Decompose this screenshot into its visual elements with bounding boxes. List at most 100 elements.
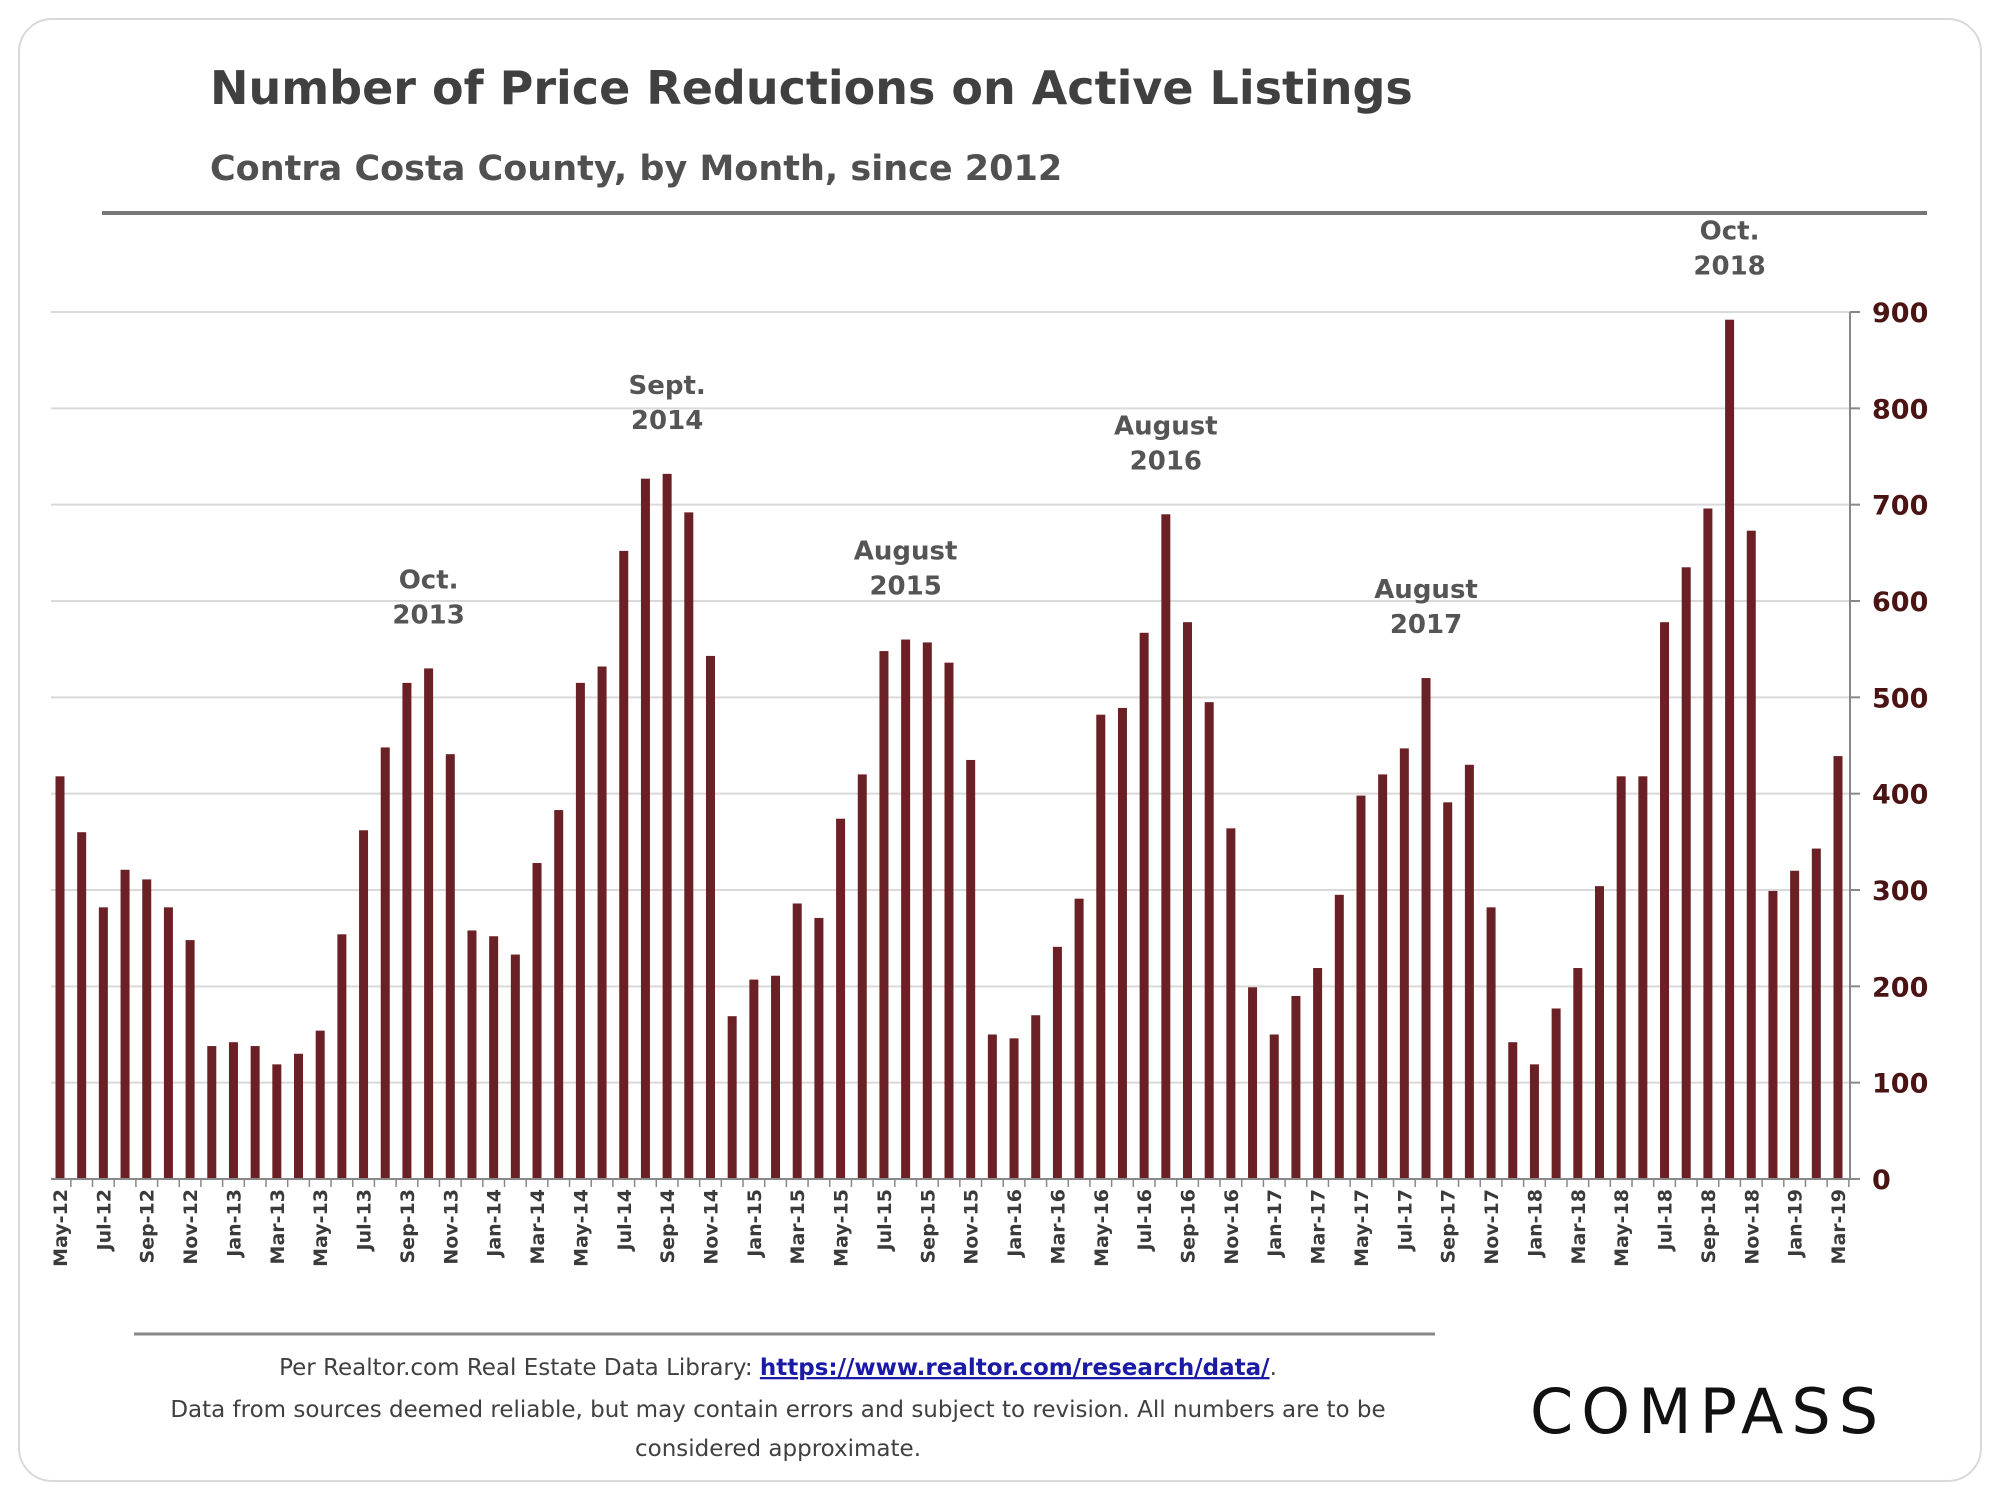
bar [662,473,672,1180]
x-tick-label: Mar-19 [1828,1189,1850,1264]
x-tick-label: Mar-16 [1047,1189,1069,1264]
bar [1768,890,1778,1179]
bar [1833,756,1843,1179]
chart-card [18,18,1982,1482]
bar [1378,774,1388,1179]
bar [901,639,911,1179]
x-tick-label: Jan-14 [484,1189,506,1259]
annotation-label: 2014 [631,406,703,436]
bar [879,651,889,1179]
bar [250,1046,260,1179]
annotation-label: 2013 [392,600,464,630]
x-tick-label: Mar-17 [1308,1189,1330,1264]
bar [1117,707,1127,1179]
y-tick-label: 0 [1872,1165,1891,1196]
x-tick-label: Jul-14 [614,1189,636,1252]
x-tick-label: Jul-13 [354,1189,376,1252]
bar [402,682,412,1179]
x-tick-label: Nov-16 [1221,1189,1243,1265]
bar [575,682,585,1179]
bar [1031,1015,1041,1179]
x-tick-label: Mar-18 [1568,1189,1590,1264]
annotation-label: 2017 [1390,610,1462,640]
x-tick-label: May-15 [831,1189,853,1267]
x-tick-label: Nov-15 [961,1189,983,1265]
y-tick-label: 400 [1872,780,1928,811]
bar [1356,795,1366,1179]
bar [228,1042,238,1179]
x-tick-label: Jan-17 [1264,1189,1286,1259]
y-tick-label: 100 [1872,1069,1928,1100]
source-suffix: . [1270,1355,1277,1381]
bar [1616,776,1626,1179]
bar [1464,764,1474,1179]
x-tick-label: Sep-12 [137,1189,159,1264]
y-tick-label: 700 [1872,491,1928,522]
x-tick-label: Jul-12 [93,1189,115,1252]
bars [55,319,1843,1180]
annotation-label: Oct. [399,565,459,595]
source-link[interactable]: https://www.realtor.com/research/data/ [760,1355,1270,1381]
bar [987,1034,997,1179]
gridlines [51,311,1850,1084]
y-tick-label: 900 [1872,298,1928,329]
annotation-label: Oct. [1700,217,1760,247]
bar [597,666,607,1179]
x-tick-label: Nov-18 [1741,1189,1763,1265]
x-tick-label: Sep-17 [1438,1189,1460,1264]
bar [272,1064,282,1179]
bar [1660,622,1670,1179]
bar [1204,702,1214,1179]
x-tick-label: Jul-16 [1134,1189,1156,1252]
bar [1551,1008,1561,1179]
bar [814,917,824,1179]
bar [98,907,108,1179]
y-tick-label: 200 [1872,972,1928,1003]
x-tick-label: Jan-15 [744,1189,766,1259]
bar [1573,968,1583,1179]
annotation-label: August [1114,411,1218,441]
bar [1313,968,1323,1179]
x-tick-label: Sep-14 [657,1189,679,1264]
bar [966,759,976,1179]
chart-title: Number of Price Reductions on Active Lis… [210,61,1413,115]
bar [1096,714,1106,1179]
axes: 0 100 200 300 400 500 600 700 800 900 May-12 Jul-12… [50,298,1928,1267]
bar [1226,828,1236,1179]
y-tick-label: 300 [1872,876,1928,907]
annotation-label: 2016 [1130,446,1202,476]
x-tick-label: Nov-13 [440,1189,462,1265]
bar [1052,946,1062,1179]
bar [857,774,867,1179]
x-tick-label: Sep-18 [1698,1189,1720,1264]
x-tick-label: Nov-14 [700,1189,722,1265]
x-tick-label: Nov-12 [180,1189,202,1265]
bar [922,642,932,1179]
x-tick-label: Jan-13 [223,1189,245,1259]
bar [1161,514,1171,1179]
bar [337,934,347,1179]
compass-logo: COMPASS [1530,1375,1886,1448]
x-tick-label: Nov-17 [1481,1189,1503,1265]
x-tick-label: May-18 [1611,1189,1633,1267]
bar [1183,622,1193,1179]
bar [489,936,499,1179]
bar [1074,898,1084,1179]
x-tick-label: Mar-14 [527,1189,549,1264]
bar [1421,678,1431,1179]
bar [727,1016,737,1179]
x-tick-label: Jul-15 [874,1189,896,1252]
bar [1529,1064,1539,1179]
chart-subtitle: Contra Costa County, by Month, since 201… [210,149,1062,189]
bar [749,979,759,1179]
bar [55,776,65,1179]
bar [510,954,520,1179]
disclaimer-line-1: Data from sources deemed reliable, but m… [170,1397,1385,1423]
bar [619,550,629,1179]
bar [1248,987,1258,1179]
annotation-label: August [854,537,958,567]
x-tick-label: Sep-13 [397,1189,419,1264]
bar [771,975,781,1179]
x-tick-label: Sep-16 [1178,1189,1200,1264]
